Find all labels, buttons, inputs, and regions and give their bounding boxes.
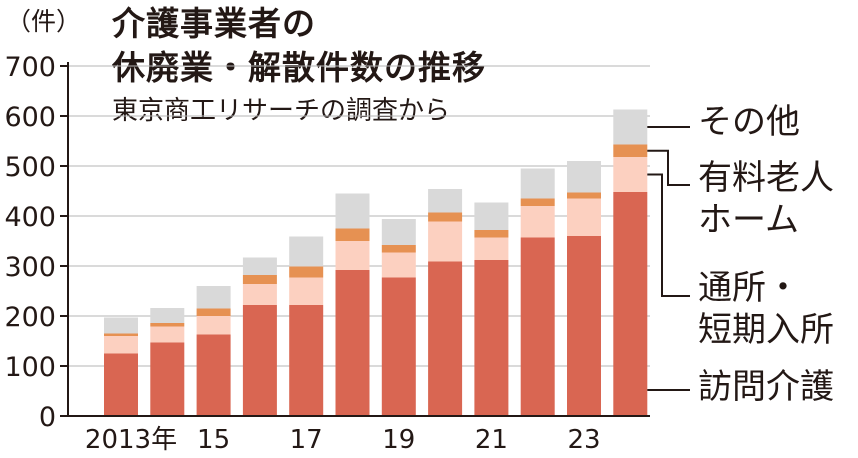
- x-tick-label: 19: [382, 425, 415, 455]
- bar-segment: [104, 353, 138, 416]
- bar-segment: [474, 230, 509, 238]
- bar-segment: [474, 260, 509, 416]
- bar-segment: [242, 305, 277, 416]
- unit-label: （件）: [6, 7, 82, 36]
- bar-segment: [196, 316, 231, 335]
- legend-label-day-service-line-2: 短期入所: [698, 310, 834, 350]
- x-tick-label: 23: [567, 425, 600, 455]
- legend-label-nursing-home-line-1: 有料老人: [698, 158, 834, 198]
- bar-segment: [104, 333, 138, 336]
- bar-segment: [335, 193, 370, 229]
- legend-label-day-service-line-1: 通所・: [698, 268, 800, 308]
- x-tick-label: 17: [290, 425, 323, 455]
- bar-segment: [381, 277, 416, 416]
- bar-segment: [242, 257, 277, 275]
- bar-segment: [520, 206, 555, 238]
- bar-segment: [381, 252, 416, 278]
- bar-segment: [428, 212, 463, 222]
- bar-segment: [613, 109, 648, 145]
- x-tick-label: 2013年: [85, 425, 177, 455]
- legend-label-home-visit-care: 訪問介護: [698, 366, 834, 408]
- legend-label-nursing-home-line-2: ホーム: [698, 200, 799, 240]
- bar-segment: [104, 317, 138, 334]
- y-tick-label: 300: [4, 252, 56, 283]
- y-tick-label: 0: [39, 402, 56, 433]
- bar-segment: [196, 334, 231, 416]
- bar-segment: [289, 266, 324, 278]
- y-tick-label: 200: [4, 302, 56, 333]
- bar-segment: [520, 168, 555, 199]
- x-tick-label: 21: [475, 425, 508, 455]
- legend-label-other: その他: [698, 101, 800, 143]
- bar-segment: [474, 202, 509, 230]
- legend-label-day-service: 通所・ 短期入所: [698, 267, 834, 351]
- bar-segment: [150, 308, 185, 323]
- y-tick-label: 600: [4, 102, 56, 133]
- legend-leader-nursing-home: [647, 149, 690, 186]
- bar-segment: [428, 261, 463, 416]
- bar-segment: [567, 198, 601, 236]
- bar-segment: [474, 237, 509, 260]
- bar-segment: [196, 308, 231, 316]
- y-tick-label: 700: [4, 52, 56, 83]
- legend-label-home-visit-care-line-1: 訪問介護: [698, 367, 834, 407]
- bar-segment: [150, 326, 185, 343]
- chart-title-line-2: 休廃業・解散件数の推移: [112, 48, 486, 87]
- bar-segment: [520, 237, 555, 416]
- bar-segment: [567, 192, 601, 199]
- bar-segment: [289, 236, 324, 267]
- bar-segment: [428, 189, 463, 213]
- bar-segment: [428, 221, 463, 262]
- bar-segment: [335, 241, 370, 270]
- chart-title-line-1: 介護事業者の: [112, 4, 316, 43]
- bar-segment: [613, 157, 648, 192]
- legend-leader-day-service: [647, 173, 690, 297]
- bar-segment: [242, 284, 277, 305]
- y-tick-label: 100: [4, 352, 56, 383]
- legend-label-nursing-home: 有料老人 ホーム: [698, 157, 834, 241]
- bar-segment: [520, 198, 555, 206]
- bar-segment: [381, 219, 416, 245]
- bar-segment: [335, 228, 370, 241]
- bar-segment: [289, 277, 324, 305]
- bar-segment: [289, 305, 324, 416]
- chart-subtitle: 東京商工リサーチの調査から: [112, 96, 451, 126]
- bar-segment: [242, 275, 277, 284]
- bar-segment: [381, 245, 416, 253]
- chart-title: 介護事業者の 休廃業・解散件数の推移: [112, 2, 486, 90]
- bar-segment: [104, 336, 138, 354]
- bar-segment: [613, 192, 648, 416]
- bar-segment: [150, 342, 185, 416]
- bar-segment: [613, 144, 648, 157]
- bar-segment: [567, 236, 601, 416]
- x-tick-label: 15: [197, 425, 230, 455]
- bar-segment: [196, 286, 231, 309]
- bar-segment: [567, 161, 601, 193]
- y-tick-label: 500: [4, 152, 56, 183]
- y-tick-label: 400: [4, 202, 56, 233]
- legend-label-other-line-1: その他: [698, 102, 800, 142]
- bar-segment: [335, 270, 370, 416]
- bar-segment: [150, 323, 185, 327]
